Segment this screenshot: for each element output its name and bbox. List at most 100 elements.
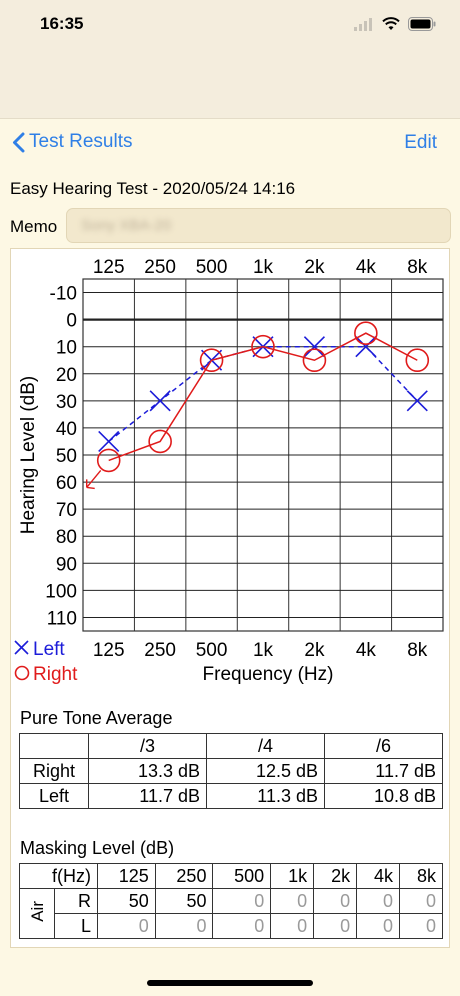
- masking-group-label: Air: [28, 900, 47, 922]
- right-ear-marker: [148, 429, 172, 454]
- masking-cell[interactable]: 0: [356, 888, 401, 914]
- battery-icon: [408, 17, 436, 31]
- x-tick-label-bottom: 4k: [356, 640, 377, 661]
- masking-cell[interactable]: 0: [270, 888, 315, 914]
- x-tick-label-top: 125: [93, 257, 125, 278]
- pta-row-right: Right 13.3 dB 12.5 dB 11.7 dB: [19, 758, 443, 784]
- masking-freq-header: 500: [212, 863, 272, 889]
- masking-table: f(Hz) 125 250 500 1k 2k 4k 8k Air R 50 5…: [19, 863, 443, 939]
- x-tick-label-top: 2k: [304, 257, 325, 278]
- left-ear-marker: [406, 390, 428, 412]
- masking-cell[interactable]: 0: [270, 913, 315, 939]
- wifi-icon: [382, 17, 400, 30]
- masking-header-row: f(Hz) 125 250 500 1k 2k 4k 8k: [19, 863, 443, 889]
- x-tick-label-bottom: 8k: [407, 640, 428, 661]
- pta-table: /3 /4 /6 Right 13.3 dB 12.5 dB 11.7 dB L…: [19, 733, 443, 809]
- y-tick-label: -10: [50, 284, 77, 305]
- left-ear-marker: [355, 336, 377, 358]
- right-ear-marker: [96, 448, 121, 473]
- masking-cell[interactable]: 50: [97, 888, 156, 914]
- pta-col-header: /4: [206, 733, 325, 759]
- memo-field[interactable]: Sony XBA-20: [66, 208, 451, 243]
- pta-cell: 12.5 dB: [206, 758, 325, 784]
- right-ear-marker: [199, 348, 224, 373]
- pta-row-label: Right: [19, 758, 89, 784]
- status-bar: 16:35: [0, 0, 460, 48]
- legend-left-label: Left: [33, 639, 65, 660]
- masking-row-right: Air R 50 50 0 0 0 0 0: [19, 888, 443, 939]
- pta-row-label: Left: [19, 783, 89, 809]
- masking-cell[interactable]: 0: [313, 888, 358, 914]
- y-tick-label: 60: [56, 473, 77, 494]
- pta-cell: 11.7 dB: [88, 783, 207, 809]
- y-axis-label: Hearing Level (dB): [18, 376, 39, 534]
- home-indicator[interactable]: [147, 980, 313, 986]
- masking-freq-header: 4k: [356, 863, 401, 889]
- masking-cell[interactable]: 50: [154, 888, 214, 914]
- masking-freq-header: 1k: [270, 863, 315, 889]
- masking-cell[interactable]: 0: [154, 913, 214, 939]
- y-tick-label: 30: [56, 392, 77, 413]
- series-right-line: [108, 332, 418, 462]
- masking-cell[interactable]: 0: [313, 913, 358, 939]
- masking-freq-label: f(Hz): [19, 863, 98, 889]
- pta-col-header: /3: [88, 733, 207, 759]
- right-ear-marker: [251, 334, 275, 359]
- masking-cell[interactable]: 0: [399, 888, 443, 914]
- back-button[interactable]: Test Results: [12, 131, 132, 153]
- results-panel: -10 0 10 20 30 40 50 60 70 80 90 100 110 125 125 250 250…: [10, 248, 450, 948]
- back-button-label: Test Results: [29, 131, 133, 152]
- left-ear-marker: [98, 430, 120, 453]
- masking-freq-header: 2k: [313, 863, 358, 889]
- no-response-arrow-head: [86, 479, 95, 490]
- x-axis-label: Frequency (Hz): [203, 664, 334, 685]
- masking-cell[interactable]: 0: [212, 913, 272, 939]
- x-tick-label-top: 8k: [407, 257, 428, 278]
- pta-cell: 11.3 dB: [206, 783, 325, 809]
- masking-group-cell: Air: [19, 888, 55, 939]
- left-ear-marker: [149, 390, 171, 412]
- x-tick-label-bottom: 500: [196, 640, 228, 661]
- masking-cell[interactable]: 0: [97, 913, 156, 939]
- legend-right-label: Right: [33, 664, 78, 685]
- pta-cell: 10.8 dB: [324, 783, 443, 809]
- masking-cell[interactable]: 0: [356, 913, 401, 939]
- x-tick-label-bottom: 2k: [304, 640, 325, 661]
- y-tick-label: 90: [56, 554, 77, 575]
- masking-freq-header: 250: [154, 863, 214, 889]
- status-time: 16:35: [40, 14, 84, 33]
- status-icons: [354, 14, 436, 34]
- toolbar-area: [0, 48, 460, 119]
- x-tick-label-bottom: 125: [93, 640, 125, 661]
- chevron-left-icon: [13, 132, 25, 152]
- masking-row-label: R: [54, 888, 98, 914]
- no-response-arrow: [86, 469, 102, 488]
- y-tick-label: 0: [66, 311, 77, 332]
- y-tick-label: 70: [56, 500, 77, 521]
- x-tick-label-top: 250: [144, 257, 176, 278]
- series-left-line: [108, 345, 418, 443]
- masking-freq-header: 125: [97, 863, 156, 889]
- y-tick-label: 20: [56, 365, 77, 386]
- navigation-bar: Test Results Edit: [0, 119, 460, 167]
- pta-title: Pure Tone Average: [20, 708, 173, 728]
- right-ear-marker: [302, 348, 327, 373]
- cellular-signal-icon: [354, 17, 372, 31]
- masking-cell[interactable]: 0: [399, 913, 443, 939]
- memo-value: Sony XBA-20: [81, 217, 172, 234]
- pta-cell: 13.3 dB: [88, 758, 207, 784]
- pta-corner-cell: [19, 733, 89, 759]
- x-tick-label-bottom: 250: [144, 640, 176, 661]
- y-tick-label: 100: [45, 581, 77, 602]
- pta-col-header: /6: [324, 733, 443, 759]
- left-ear-marker: [303, 336, 325, 358]
- legend-left-marker: [14, 640, 29, 655]
- edit-button[interactable]: Edit: [404, 132, 437, 153]
- masking-cell[interactable]: 0: [212, 888, 272, 914]
- x-tick-label-top: 1k: [253, 257, 274, 278]
- y-tick-label: 40: [56, 419, 77, 440]
- pta-header-row: /3 /4 /6: [19, 733, 443, 759]
- masking-row-left: L 0 0 0 0 0 0 0: [20, 913, 443, 939]
- right-ear-marker: [405, 348, 430, 373]
- x-tick-label-top: 500: [196, 257, 228, 278]
